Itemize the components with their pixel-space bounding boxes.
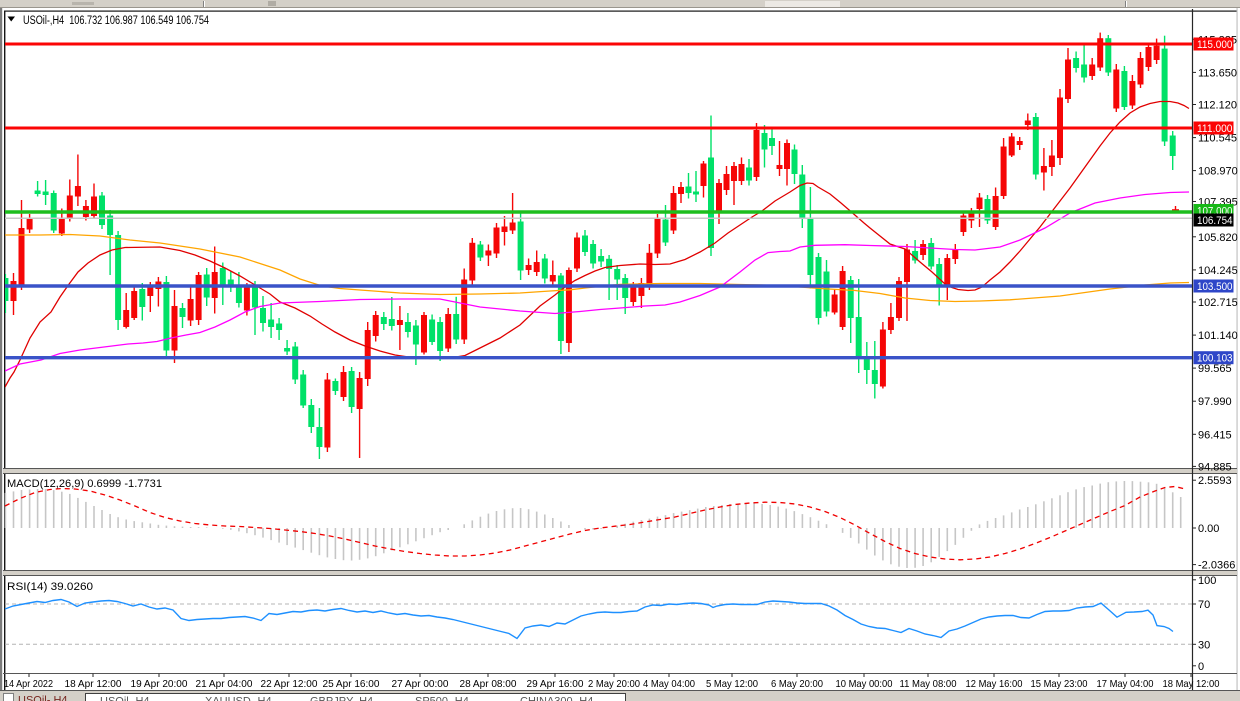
svg-text:115.000: 115.000 <box>1197 39 1233 51</box>
svg-text:CHINA300-,H4: CHINA300-,H4 <box>520 696 593 701</box>
svg-text:111.000: 111.000 <box>1197 123 1233 135</box>
svg-text:2 May 20:00: 2 May 20:00 <box>588 678 640 690</box>
svg-text:12 May 16:00: 12 May 16:00 <box>966 678 1023 690</box>
svg-text:10 May 00:00: 10 May 00:00 <box>836 678 893 690</box>
svg-text:101.140: 101.140 <box>1198 330 1238 342</box>
svg-text:2.5593: 2.5593 <box>1198 475 1232 487</box>
svg-text:30: 30 <box>1198 639 1210 651</box>
svg-text:RSI(14) 39.0260: RSI(14) 39.0260 <box>7 581 93 593</box>
svg-text:100.103: 100.103 <box>1197 353 1233 365</box>
svg-text:0.00: 0.00 <box>1198 523 1219 535</box>
svg-text:18 Apr 12:00: 18 Apr 12:00 <box>65 678 122 690</box>
svg-text:USOil-,H4: USOil-,H4 <box>18 695 68 701</box>
svg-text:104.245: 104.245 <box>1198 265 1238 277</box>
svg-text:96.415: 96.415 <box>1198 429 1232 441</box>
svg-text:100: 100 <box>1198 575 1216 587</box>
svg-text:17 May 04:00: 17 May 04:00 <box>1097 678 1154 690</box>
svg-text:102.715: 102.715 <box>1198 297 1238 309</box>
svg-text:5 May 12:00: 5 May 12:00 <box>706 678 758 690</box>
svg-text:6 May 20:00: 6 May 20:00 <box>771 678 823 690</box>
svg-text:99.565: 99.565 <box>1198 363 1232 375</box>
svg-text:USOil-,H4: USOil-,H4 <box>100 696 150 701</box>
svg-text:106.754: 106.754 <box>1197 215 1233 227</box>
svg-text:110.545: 110.545 <box>1198 133 1237 145</box>
svg-text:25 Apr 16:00: 25 Apr 16:00 <box>323 678 380 690</box>
svg-text:MACD(12,26,9) 0.6999 -1.7731: MACD(12,26,9) 0.6999 -1.7731 <box>7 478 162 490</box>
svg-text:14 Apr 2022: 14 Apr 2022 <box>4 678 53 690</box>
svg-text:70: 70 <box>1198 599 1210 611</box>
svg-text:18 May 12:00: 18 May 12:00 <box>1163 678 1220 690</box>
svg-text:-2.0366: -2.0366 <box>1198 560 1235 572</box>
svg-text:105.820: 105.820 <box>1198 232 1238 244</box>
svg-text:15 May 23:00: 15 May 23:00 <box>1031 678 1088 690</box>
svg-text:0: 0 <box>1198 661 1204 673</box>
svg-text:108.970: 108.970 <box>1198 166 1238 178</box>
svg-text:22 Apr 12:00: 22 Apr 12:00 <box>261 678 318 690</box>
svg-text:29 Apr 16:00: 29 Apr 16:00 <box>527 678 584 690</box>
svg-text:28 Apr 08:00: 28 Apr 08:00 <box>460 678 517 690</box>
svg-text:4 May 04:00: 4 May 04:00 <box>643 678 695 690</box>
svg-text:103.500: 103.500 <box>1197 281 1233 293</box>
svg-text:GBPJPY-,H4: GBPJPY-,H4 <box>310 696 373 701</box>
svg-text:19 Apr 20:00: 19 Apr 20:00 <box>131 678 188 690</box>
svg-text:21 Apr 04:00: 21 Apr 04:00 <box>196 678 253 690</box>
svg-text:XAUUSD-,H4: XAUUSD-,H4 <box>205 696 272 701</box>
svg-text:27 Apr 00:00: 27 Apr 00:00 <box>392 678 449 690</box>
svg-text:SP500-,H4: SP500-,H4 <box>415 696 469 701</box>
svg-text:112.120: 112.120 <box>1198 100 1237 112</box>
svg-text:94.885: 94.885 <box>1198 461 1232 473</box>
svg-text:USOil-,H4 106.732 106.987 106: USOil-,H4 106.732 106.987 106.549 106.75… <box>23 15 209 27</box>
svg-text:113.650: 113.650 <box>1198 67 1237 79</box>
svg-text:97.990: 97.990 <box>1198 396 1232 408</box>
svg-text:11 May 08:00: 11 May 08:00 <box>900 678 957 690</box>
